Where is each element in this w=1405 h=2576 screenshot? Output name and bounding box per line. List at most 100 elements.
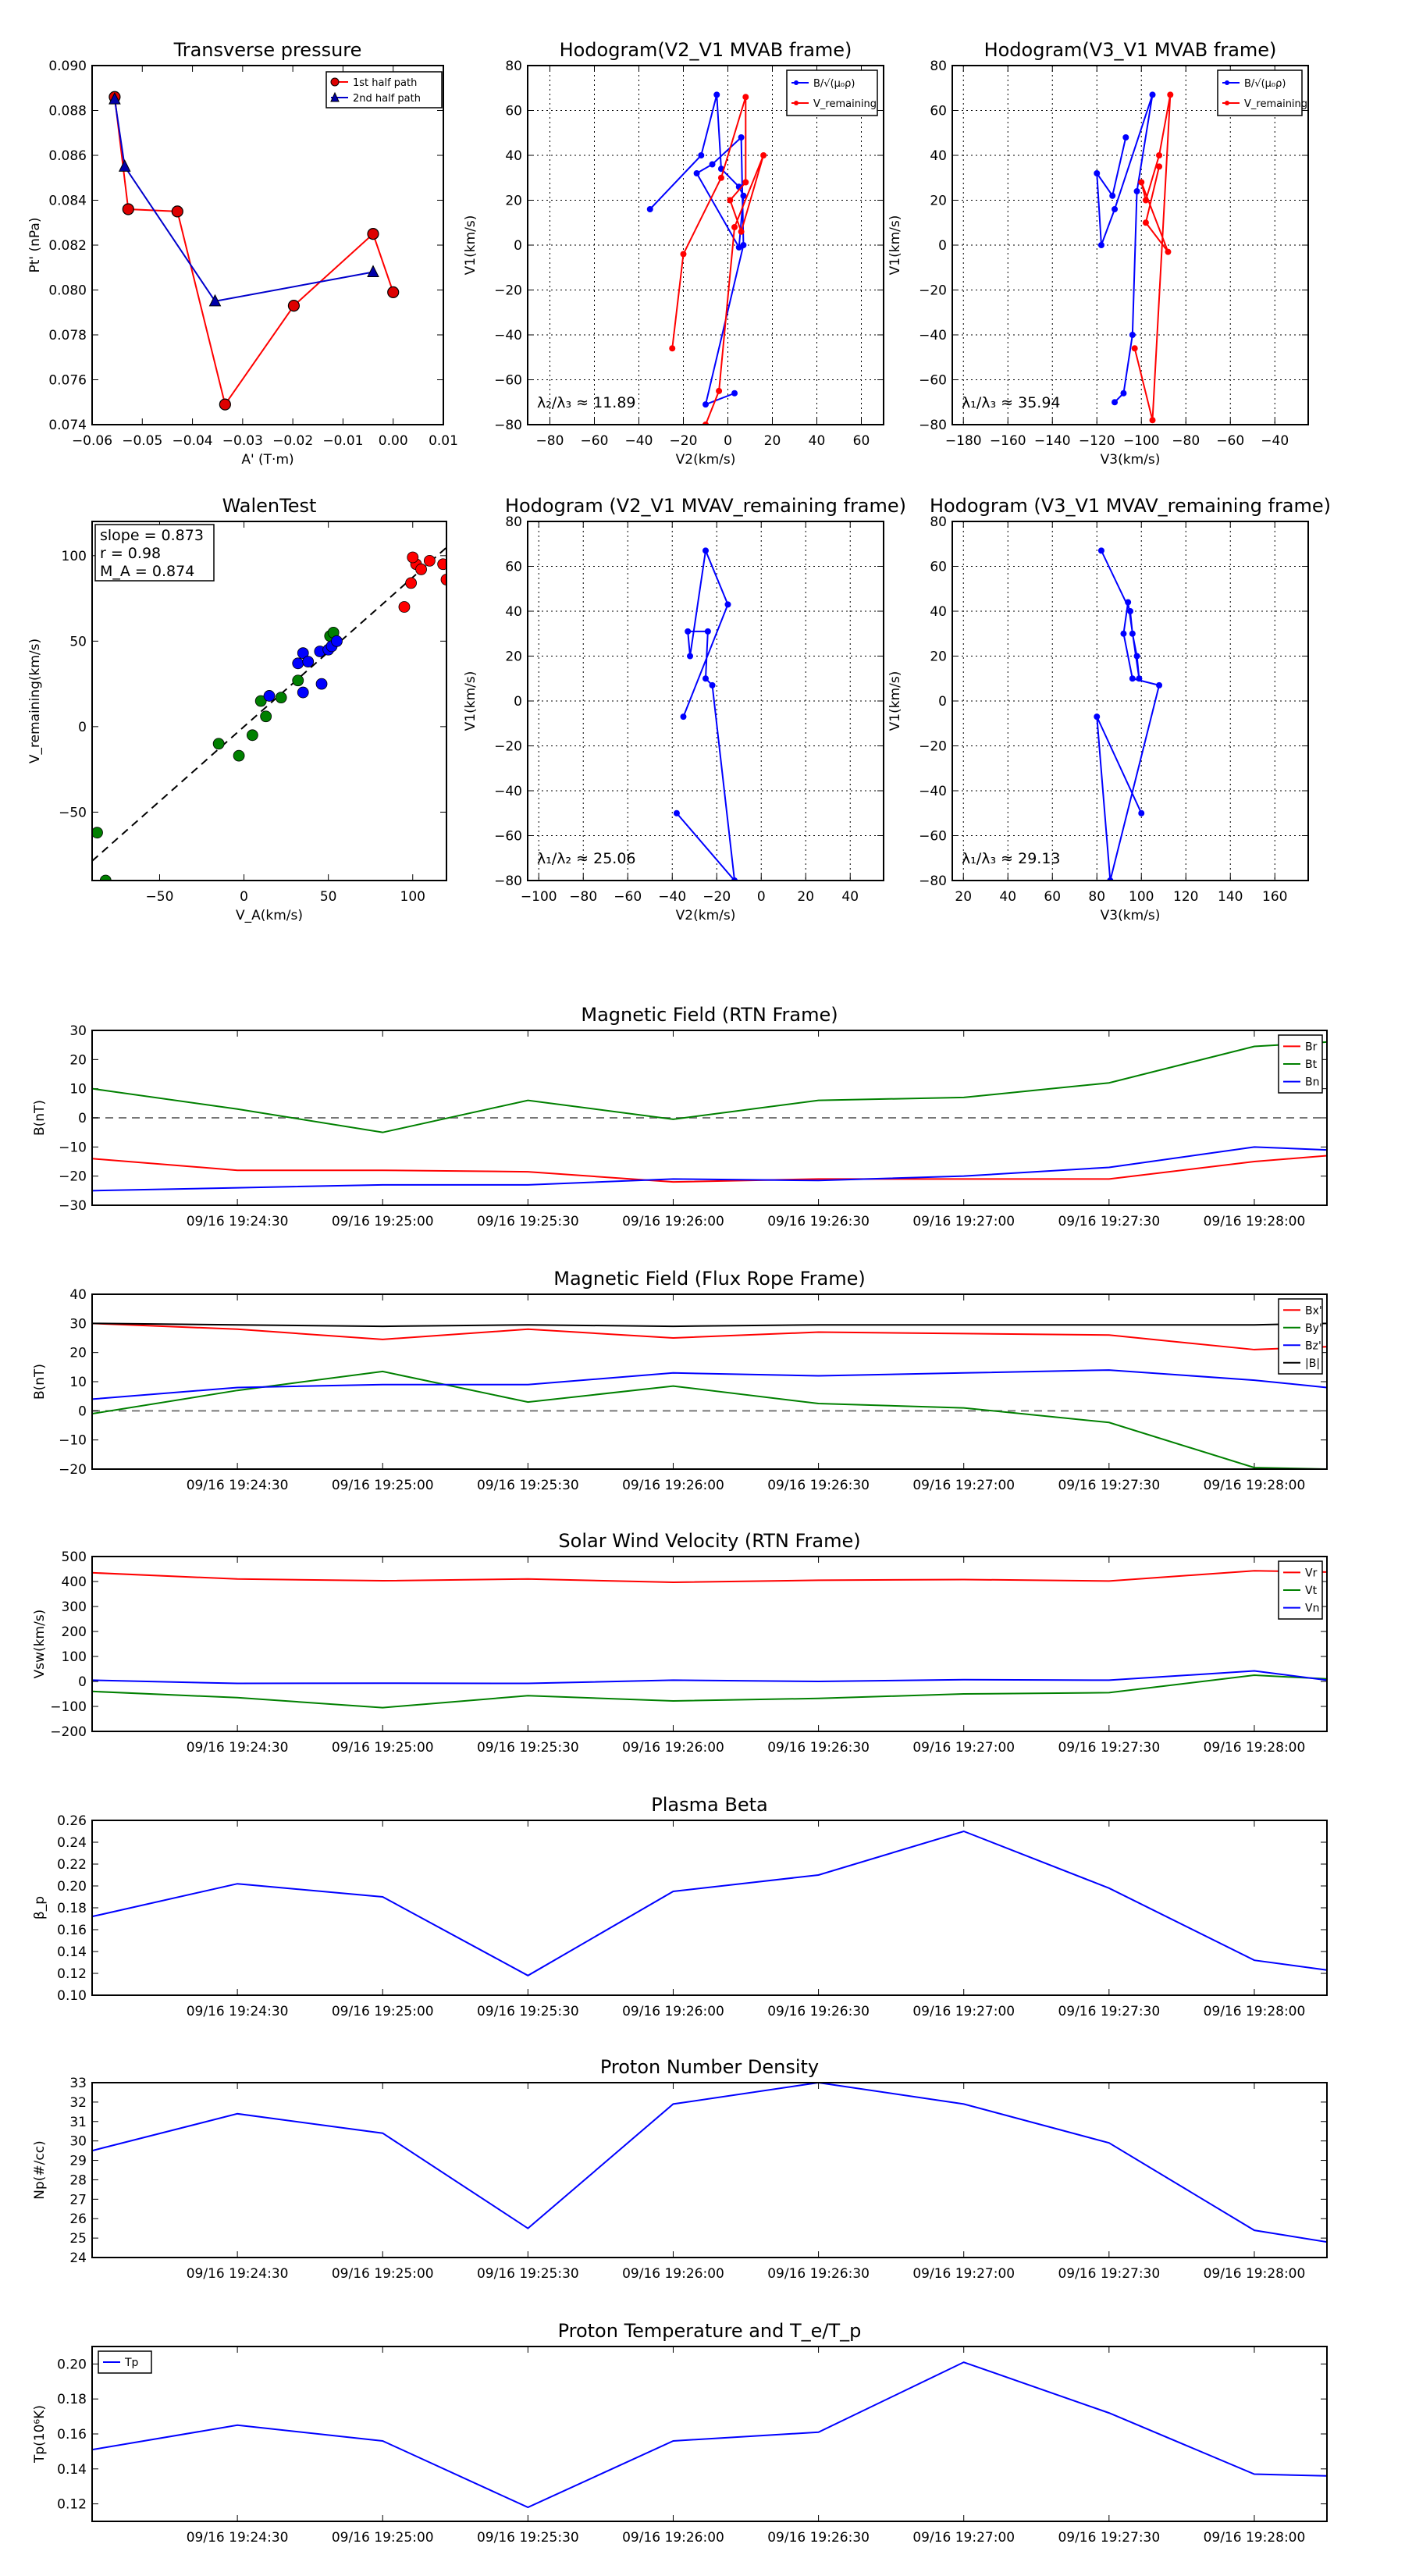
x-tick-label: 09/16 19:24:30 (187, 2004, 289, 2019)
legend-label: B/√(μ₀ρ) (813, 78, 855, 90)
data-point (118, 159, 131, 172)
y-tick-label: 20 (69, 1346, 87, 1361)
data-point (1120, 630, 1127, 637)
chart-title: Hodogram(V3_V1 MVAB frame) (984, 39, 1277, 61)
data-point (122, 203, 134, 215)
plot-area-p4 (92, 546, 446, 881)
y-tick-label: 80 (930, 514, 947, 530)
series-line-Bz (92, 1369, 1327, 1400)
y-tick-label: 0.088 (48, 104, 87, 119)
y-tick-label: −20 (919, 283, 947, 299)
y-tick-label: 80 (505, 59, 522, 74)
y-axis-label: β_p (32, 1896, 48, 1920)
x-tick-label: 09/16 19:28:00 (1204, 1478, 1306, 1493)
x-tick-label: 09/16 19:27:00 (912, 2004, 1015, 2019)
x-tick-label: −60 (614, 889, 642, 905)
y-tick-label: 0.14 (57, 1944, 87, 1960)
x-tick-label: 40 (809, 433, 826, 449)
x-tick-label: 09/16 19:27:30 (1058, 2004, 1160, 2019)
y-tick-label: 0 (78, 720, 87, 735)
data-point (1138, 179, 1145, 186)
chart-p5: Hodogram (V2_V1 MVAV_remaining frame) −80… (463, 495, 906, 923)
data-point (437, 558, 446, 571)
x-tick-label: 09/16 19:27:30 (1058, 1478, 1160, 1493)
y-tick-label: 0.12 (57, 1966, 87, 1982)
plot-frame (91, 521, 447, 881)
x-tick-label: 09/16 19:27:30 (1058, 1214, 1160, 1229)
y-tick-label: 0.20 (57, 1879, 87, 1895)
plot-area-p11 (92, 2083, 1327, 2243)
data-point (1149, 91, 1156, 98)
x-axis-label: V_A(km/s) (236, 908, 303, 923)
x-tick-label: −100 (521, 889, 557, 905)
y-tick-label: −20 (59, 1462, 87, 1478)
x-tick-label: −20 (670, 433, 698, 449)
data-point (740, 192, 747, 199)
chart-p1: Transverse pressure 0.074 0.076 0.078 0.080 0… (27, 39, 458, 468)
legend-label: Bz' (1305, 1340, 1321, 1352)
y-tick-label: 0.12 (57, 2497, 87, 2513)
x-tick-label: 0 (757, 889, 766, 905)
data-point (704, 628, 711, 635)
x-tick-label: −40 (625, 433, 653, 449)
data-point (680, 713, 687, 720)
data-point (1109, 192, 1116, 199)
y-tick-label: 26 (69, 2211, 87, 2227)
data-point (693, 170, 700, 176)
y-axis-label: B(nT) (32, 1100, 48, 1136)
data-point (742, 179, 749, 186)
legend-label: 1st half path (353, 77, 417, 89)
y-tick-label: 29 (69, 2154, 87, 2169)
data-point (1097, 242, 1104, 248)
chart-title: Plasma Beta (651, 1794, 767, 1816)
x-tick-label: 60 (853, 433, 870, 449)
y-axis-label: V_remaining(km/s) (27, 639, 43, 763)
y-tick-label: −60 (919, 373, 947, 389)
legend-marker (1225, 80, 1229, 85)
x-tick-label: 09/16 19:27:00 (912, 1214, 1015, 1229)
x-tick-label: 09/16 19:25:00 (332, 2004, 434, 2019)
data-point (717, 174, 724, 181)
y-tick-label: 27 (69, 2192, 87, 2208)
legend-label: By' (1305, 1322, 1322, 1335)
x-tick-label: −0.06 (72, 433, 112, 449)
x-tick-label: −0.03 (222, 433, 263, 449)
series-line-Tp (92, 2361, 1327, 2509)
data-point (1142, 197, 1149, 204)
x-axis-label: V3(km/s) (1101, 452, 1161, 468)
data-point (1133, 188, 1140, 194)
chart-title: Magnetic Field (RTN Frame) (581, 1004, 838, 1026)
plot-frame (91, 1030, 1328, 1206)
data-point (1133, 653, 1140, 660)
x-tick-label: 09/16 19:26:30 (767, 1214, 870, 1229)
series-line-Vr (92, 1570, 1327, 1583)
data-point (423, 554, 436, 567)
y-tick-label: 20 (69, 1052, 87, 1068)
data-point (367, 228, 379, 240)
data-point (709, 681, 716, 688)
x-tick-label: −0.01 (322, 433, 363, 449)
x-tick-label: 140 (1218, 889, 1243, 905)
x-tick-label: −80 (569, 889, 597, 905)
x-tick-label: −20 (702, 889, 731, 905)
x-tick-label: 09/16 19:25:30 (477, 1740, 579, 1756)
series-line-Bx (92, 1322, 1327, 1350)
x-tick-label: 09/16 19:26:00 (622, 2004, 724, 2019)
series-line-Br (92, 1155, 1327, 1183)
y-tick-label: 50 (69, 634, 87, 649)
series-line-Vn (92, 1670, 1327, 1685)
chart-p3: Hodogram(V3_V1 MVAB frame) −80 −60 −40 −20 0 2… (887, 39, 1309, 468)
fit-line (92, 546, 446, 862)
y-tick-label: 30 (69, 2134, 87, 2150)
x-tick-label: −100 (1123, 433, 1160, 449)
x-tick-label: 09/16 19:25:30 (477, 1214, 579, 1229)
plot-area-p3 (1094, 91, 1174, 424)
data-point (1165, 248, 1172, 255)
x-tick-label: 09/16 19:25:00 (332, 1214, 434, 1229)
x-tick-label: 09/16 19:26:30 (767, 2266, 870, 2282)
data-point (669, 345, 676, 352)
data-point (702, 675, 709, 682)
chart-title: Hodogram (V3_V1 MVAV_remaining frame) (930, 495, 1331, 517)
x-tick-label: 60 (1044, 889, 1061, 905)
data-point (1112, 399, 1119, 406)
